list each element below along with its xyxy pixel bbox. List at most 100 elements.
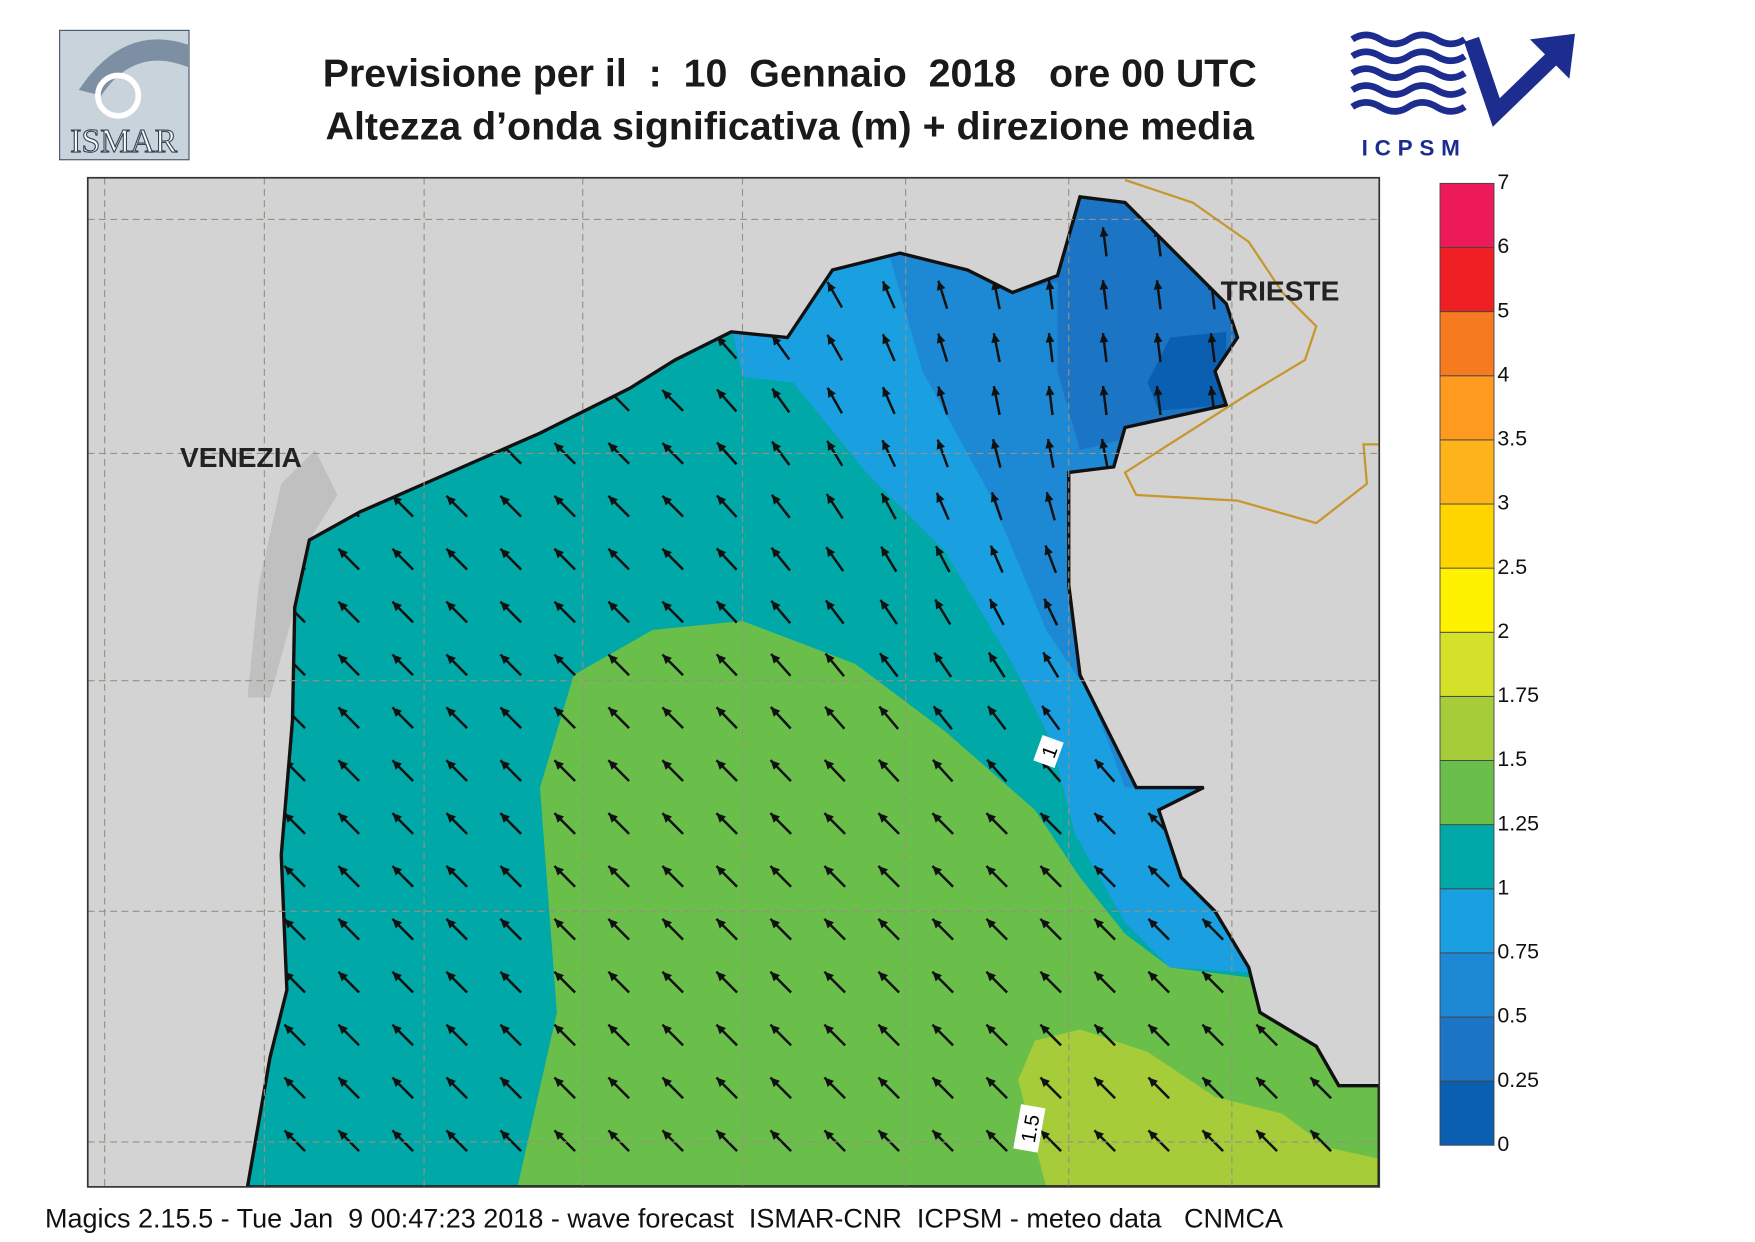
arrow-head <box>716 971 726 982</box>
arrow-head <box>662 390 672 400</box>
arrow-head <box>716 1130 726 1140</box>
colorbar-label: 5 <box>1497 298 1509 322</box>
contour-label: 1.5 <box>1013 1104 1046 1153</box>
arrow-head <box>608 443 618 453</box>
arrow-head <box>1095 759 1105 770</box>
arrow-head <box>824 760 835 770</box>
arrow-head <box>554 548 564 559</box>
arrow-head <box>392 1130 402 1140</box>
arrow-head <box>988 652 998 663</box>
arrow-head <box>338 1077 348 1088</box>
arrow-head <box>932 1024 942 1035</box>
arrow-head <box>716 707 727 717</box>
arrow-head <box>771 653 781 664</box>
colorbar-segment <box>1439 952 1495 1018</box>
arrow-head <box>554 971 564 982</box>
arrow-head <box>878 1024 888 1035</box>
arrow-head <box>881 493 891 504</box>
arrow-head <box>1256 1077 1266 1088</box>
arrow-head <box>1148 1077 1158 1088</box>
colorbar-segment <box>1439 824 1495 890</box>
arrow-head <box>771 600 781 611</box>
arrow-head <box>608 866 618 876</box>
arrow-head <box>770 866 780 876</box>
arrow-head <box>936 439 946 450</box>
arrow-head <box>824 1130 834 1140</box>
colorbar-segment <box>1439 888 1495 954</box>
arrow-head <box>1202 1130 1212 1140</box>
arrow-head <box>284 1024 294 1035</box>
colorbar-label: 1.25 <box>1497 811 1539 835</box>
arrow-head <box>936 280 946 291</box>
arrow-head <box>554 601 564 612</box>
arrow-head <box>1040 1024 1050 1035</box>
arrow-head <box>772 335 782 346</box>
arrow-head <box>1256 1130 1266 1140</box>
arrow-head <box>446 760 456 770</box>
colorbar-segment <box>1439 760 1495 826</box>
arrow-head <box>338 1130 348 1140</box>
arrow-head <box>662 1024 672 1035</box>
arrow-head <box>1040 1130 1050 1140</box>
arrow-head <box>500 918 510 929</box>
arrow-head <box>1153 333 1163 343</box>
arrow-head <box>770 707 781 717</box>
arrow-head <box>338 971 348 982</box>
arrow-head <box>716 760 727 770</box>
arrow-head <box>608 601 618 612</box>
arrow-head <box>882 387 891 398</box>
arrow-head <box>991 386 1000 396</box>
border <box>1123 178 1380 525</box>
arrow-head <box>608 971 618 982</box>
arrow-head <box>935 599 944 610</box>
arrow-head <box>608 1130 618 1140</box>
arrow-head <box>500 495 510 506</box>
arrow-head <box>554 443 564 453</box>
arrow-head <box>824 866 834 876</box>
arrow-head <box>554 813 564 823</box>
arrow-head <box>662 548 672 559</box>
arrow-head <box>991 333 1000 344</box>
arrow-head <box>1148 866 1158 876</box>
arrow-head <box>716 1077 726 1088</box>
colorbar-segment <box>1439 567 1495 633</box>
arrow-head <box>284 866 294 876</box>
arrow-head <box>882 281 891 292</box>
arrow-head <box>1153 280 1163 290</box>
arrow-head <box>932 1077 942 1088</box>
footer: Magics 2.15.5 - Tue Jan 9 00:47:23 2018 … <box>45 1203 1283 1233</box>
colorbar-segment <box>1439 247 1495 313</box>
map-frame <box>86 176 1381 1188</box>
arrow-head <box>986 1130 996 1140</box>
ismar-logo: ISMAR <box>59 29 190 160</box>
arrow-head <box>1148 971 1158 982</box>
arrow-head <box>338 548 348 559</box>
arrow-head <box>554 1130 564 1140</box>
arrow-head <box>987 759 997 770</box>
colorbar: 0 0.25 0.5 0.75 1 1.25 1.5 1.75 2 2.5 3 3.5 4 5 6 7 <box>1439 170 1539 1156</box>
arrow-head <box>990 545 999 556</box>
arrow-head <box>1310 1077 1320 1088</box>
arrow-head <box>500 813 510 823</box>
arrow-head <box>1094 971 1104 982</box>
arrow-head <box>1207 333 1217 343</box>
arrow-head <box>446 495 456 506</box>
colorbar-label: 2 <box>1497 619 1509 643</box>
arrow-head <box>986 866 996 876</box>
arrow-head <box>936 546 945 557</box>
arrow-head <box>446 707 456 717</box>
arrow-head <box>338 866 348 876</box>
arrow-head <box>446 918 456 929</box>
arrow-head <box>662 918 672 929</box>
arrow-head <box>500 1130 510 1140</box>
arrow-head <box>500 1077 510 1088</box>
lagoon <box>247 450 338 698</box>
arrow-head <box>716 813 726 823</box>
colorbar-label: 1.75 <box>1497 683 1539 707</box>
arrow-head <box>1044 545 1053 556</box>
arrow-head <box>770 813 780 823</box>
colorbar-segment <box>1439 439 1495 505</box>
arrow-head <box>878 866 888 876</box>
arrow-head <box>662 1077 672 1088</box>
arrow-head <box>1202 1077 1212 1088</box>
